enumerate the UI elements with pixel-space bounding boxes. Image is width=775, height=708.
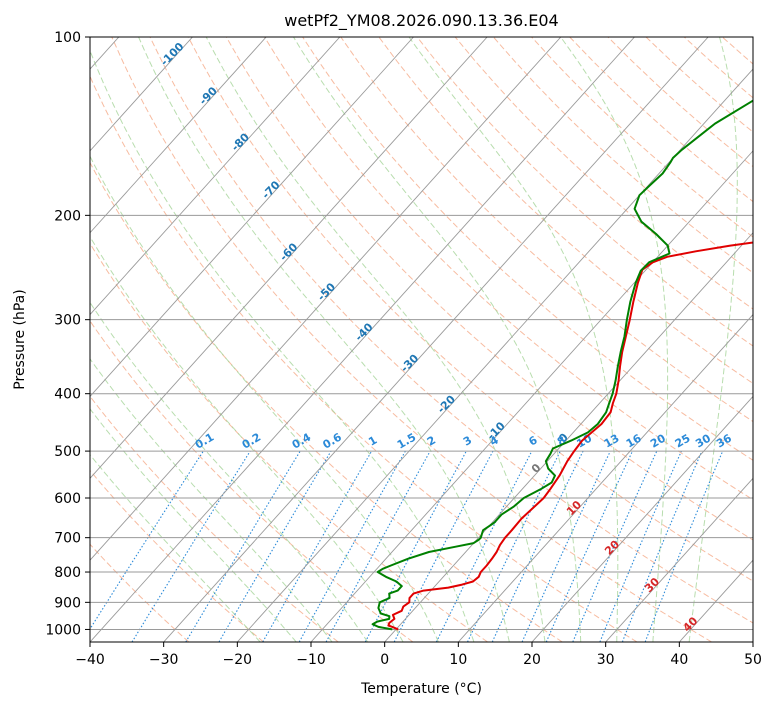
moist-adiabat — [90, 358, 333, 642]
y-tick-label: 600 — [54, 491, 81, 507]
mixing-ratio-line — [325, 450, 431, 642]
isotherm-line — [90, 37, 267, 234]
moist-adiabat — [90, 235, 404, 642]
dry-adiabat — [90, 395, 339, 642]
dry-adiabat — [111, 37, 712, 642]
x-tick-label: −40 — [75, 652, 105, 668]
mixing-ratio-line — [521, 450, 611, 642]
mixing-ratio-line — [491, 450, 584, 642]
moist-adiabat — [90, 408, 297, 642]
mixing-ratio-line — [435, 450, 533, 642]
mixing-ratio-line — [393, 450, 494, 642]
moist-adiabat — [90, 453, 261, 642]
y-tick-label: 400 — [54, 387, 81, 403]
isotherm-line — [457, 313, 753, 642]
moist-adiabat — [688, 37, 738, 642]
x-tick-label: −10 — [296, 652, 326, 668]
isotherm-line — [605, 477, 753, 642]
dry-adiabat — [264, 37, 753, 501]
y-axis: 100 200 300 400 500 600 700 800 900 1000 — [45, 30, 90, 638]
moist-adiabat — [90, 155, 439, 642]
y-tick-label: 100 — [54, 30, 81, 46]
mixing-ratio-line — [131, 450, 251, 642]
mixing-ratio-line — [185, 450, 301, 642]
mixing-ratio-line — [644, 450, 724, 642]
mixing-ratio-line — [621, 450, 703, 642]
isotherm-line — [90, 37, 193, 152]
y-tick-label: 1000 — [45, 622, 81, 638]
sounding-series — [371, 99, 753, 631]
isotherm-line — [90, 37, 635, 642]
dry-adiabat — [90, 242, 488, 642]
y-tick-label: 300 — [54, 313, 81, 329]
y-tick-label: 500 — [54, 444, 81, 460]
dry-adiabat — [149, 37, 753, 624]
x-tick-label: 40 — [670, 652, 688, 668]
x-axis: −40 −30 −20 −10 0 10 20 30 40 50 — [75, 642, 762, 668]
dry-adiabat — [340, 37, 753, 423]
dry-adiabat — [90, 469, 264, 642]
x-axis-label: Temperature (°C) — [360, 681, 482, 697]
dry-adiabat — [187, 37, 753, 582]
dry-adiabat — [90, 161, 563, 642]
mixing-ratio-line — [572, 450, 658, 642]
dry-adiabat — [225, 37, 753, 541]
dry-adiabat — [302, 37, 753, 461]
isotherm-line — [90, 37, 562, 561]
mixing-ratio-line — [364, 450, 467, 642]
moist-adiabat — [90, 49, 475, 642]
x-tick-label: −20 — [223, 652, 253, 668]
x-tick-label: 10 — [449, 652, 467, 668]
moist-adiabat — [408, 37, 619, 642]
moist-adiabat — [138, 37, 510, 642]
dry-adiabat — [416, 37, 753, 347]
isotherm-line — [163, 37, 709, 642]
mixing-ratio-line — [298, 450, 406, 642]
x-tick-label: 50 — [744, 652, 762, 668]
x-tick-label: −30 — [149, 652, 179, 668]
mixing-ratio-line — [90, 450, 204, 630]
dewpoint-profile-line — [371, 99, 753, 631]
temperature-profile-line — [387, 241, 753, 631]
y-tick-label: 900 — [54, 595, 81, 611]
isotherm-line — [90, 37, 488, 479]
y-tick-label: 700 — [54, 531, 81, 547]
mixing-ratio-line — [545, 450, 633, 642]
isotherm-line — [90, 37, 341, 316]
dry-adiabat — [90, 75, 638, 642]
mixing-ratio-line — [599, 450, 682, 642]
isotherm-line — [310, 150, 753, 642]
background-lines — [90, 37, 753, 642]
chart-title: wetPf2_YM08.2026.090.13.36.E04 — [284, 11, 558, 31]
moist-adiabat — [293, 37, 582, 642]
y-axis-label: Pressure (hPa) — [12, 289, 28, 389]
x-tick-label: 30 — [597, 652, 615, 668]
plot-frame — [89, 36, 754, 643]
x-tick-label: 0 — [380, 652, 389, 668]
x-tick-label: 20 — [523, 652, 541, 668]
y-tick-label: 800 — [54, 565, 81, 581]
isotherm-line — [236, 68, 753, 642]
moist-adiabat — [205, 37, 546, 642]
isotherm-line — [90, 37, 414, 398]
isotherm-line — [531, 395, 753, 642]
moist-adiabat — [90, 301, 369, 642]
y-tick-label: 200 — [54, 208, 81, 224]
moist-adiabat — [560, 37, 669, 642]
